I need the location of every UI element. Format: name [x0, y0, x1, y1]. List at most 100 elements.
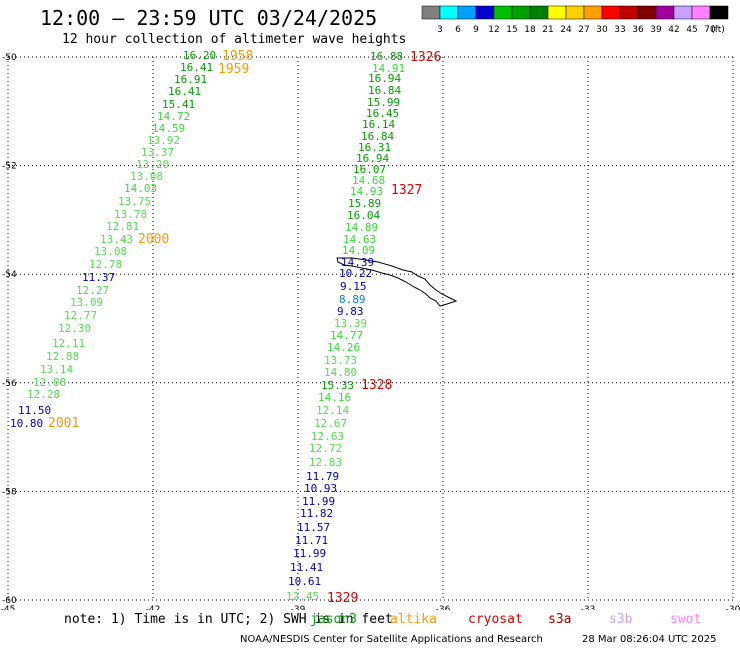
pass-time-label: 1326 — [410, 50, 441, 65]
wave-height-label: 12.30 — [58, 322, 91, 335]
wave-height-label: 15.89 — [348, 197, 381, 210]
colorbar-label: 6 — [455, 25, 461, 35]
wave-height-label: 11.79 — [306, 470, 339, 483]
wave-height-label: 9.83 — [337, 305, 364, 318]
wave-height-label: 15.99 — [367, 96, 400, 109]
pass-time-label: 1958 — [222, 49, 253, 64]
lon-tick-label: -36 — [436, 605, 451, 610]
lon-tick-label: -30 — [726, 605, 740, 610]
wave-height-label: 10.22 — [339, 267, 372, 280]
wave-height-label: 14.03 — [124, 182, 157, 195]
lat-tick-label: -54 — [2, 270, 17, 280]
wave-height-label: 14.26 — [327, 341, 360, 354]
wave-height-label: 12.27 — [76, 284, 109, 297]
wave-height-label: 12.63 — [311, 430, 344, 443]
page-title: 12:00 — 23:59 UTC 03/24/2025 — [40, 6, 378, 30]
south-georgia-coastline — [336, 257, 458, 307]
wave-height-label: 14.59 — [152, 122, 185, 135]
lon-tick-label: -33 — [581, 605, 596, 610]
wave-height-label: 16.94 — [368, 72, 401, 85]
wave-height-label: 10.61 — [288, 575, 321, 588]
left-track: 16.2016.4116.9116.4115.4114.7214.5913.92… — [10, 49, 216, 430]
legend-s3a: s3a — [548, 612, 572, 627]
wave-height-label: 11.82 — [300, 507, 333, 520]
wave-height-label: 13.73 — [324, 354, 357, 367]
colorbar-label: 21 — [542, 25, 553, 35]
wave-height-label: 14.77 — [330, 329, 363, 342]
lon-tick-label: -42 — [146, 605, 161, 610]
wave-height-label: 12.88 — [46, 350, 79, 363]
lat-tick-label: -52 — [2, 162, 17, 172]
wave-height-label: 16.07 — [353, 163, 386, 176]
colorbar-label: 36 — [632, 25, 644, 35]
wave-height-label: 11.37 — [82, 271, 115, 284]
legend-altika: altika — [390, 612, 437, 627]
wave-height-label: 16.88 — [370, 50, 403, 63]
wave-height-label: 13.92 — [147, 134, 180, 147]
wave-height-label: 8.89 — [339, 293, 366, 306]
wave-height-label: 16.31 — [358, 141, 391, 154]
wave-height-label: 13.37 — [141, 146, 174, 159]
wave-height-label: 13.14 — [40, 363, 73, 376]
colorbar-swatch — [709, 5, 729, 20]
lat-tick-label: -56 — [2, 379, 17, 389]
wave-height-label: 16.84 — [361, 130, 394, 143]
map-grid — [7, 56, 734, 601]
colorbar-label: 18 — [524, 25, 536, 35]
legend-swot: swot — [670, 612, 702, 627]
wave-height-label: 16.04 — [347, 209, 380, 222]
wave-height-label: 11.99 — [293, 547, 326, 560]
wave-height-label: 10.93 — [304, 482, 337, 495]
wave-height-label: 14.39 — [341, 256, 374, 269]
pass-time-label: 1328 — [361, 378, 392, 393]
pass-time-label: 1959 — [218, 62, 249, 77]
colorbar-label: 30 — [596, 25, 608, 35]
wave-height-label: 13.20 — [136, 158, 169, 171]
footer-note: note: 1) Time is in UTC; 2) SWH is in fe… — [64, 612, 393, 627]
wave-height-label: 13.08 — [94, 245, 127, 258]
lon-tick-label: -45 — [1, 605, 16, 610]
wave-height-label: 11.50 — [18, 404, 51, 417]
wave-height-label: 16.41 — [168, 85, 201, 98]
wave-height-label: 12.78 — [89, 258, 122, 271]
pass-time-label: 1327 — [391, 183, 422, 198]
wave-height-label: 11.57 — [297, 521, 330, 534]
wave-height-label: 14.72 — [157, 110, 190, 123]
legend-s3b: s3b — [609, 612, 633, 627]
colorbar-label: 9 — [473, 25, 479, 35]
lat-tick-label: -60 — [2, 596, 17, 606]
wave-height-label: 12.11 — [52, 337, 85, 350]
lat-tick-label: -58 — [2, 487, 17, 497]
pass-time-label: 2001 — [48, 416, 79, 431]
footer-date: 28 Mar 08:26:04 UTC 2025 — [582, 634, 717, 645]
colorbar-label: 33 — [614, 25, 625, 35]
colorbar-label: 3 — [437, 25, 443, 35]
lon-tick-label: -39 — [291, 605, 306, 610]
wave-height-label: 15.33 — [321, 379, 354, 392]
wave-height-label: 16.20 — [183, 49, 216, 62]
colorbar-label: 15 — [506, 25, 517, 35]
wave-height-label: 12.83 — [309, 456, 342, 469]
wave-height-label: 14.68 — [352, 174, 385, 187]
wave-height-label: 11.71 — [295, 534, 328, 547]
right-track: 16.8814.9116.9416.8415.9916.4516.1416.84… — [286, 50, 405, 603]
wave-height-label: 12.14 — [316, 404, 349, 417]
wave-height-label: 12.08 — [33, 376, 66, 389]
colorbar-label: 24 — [560, 25, 572, 35]
pass-time-label: 1329 — [327, 591, 358, 606]
wave-height-label: 10.80 — [10, 417, 43, 430]
wave-height-label: 13.75 — [118, 195, 151, 208]
wave-height-label: 14.09 — [342, 244, 375, 257]
wave-height-label: 12.81 — [106, 220, 139, 233]
lat-tick-label: -50 — [2, 53, 17, 63]
wave-height-label: 12.77 — [64, 309, 97, 322]
wave-height-label: 13.09 — [70, 296, 103, 309]
wave-height-label: 16.41 — [180, 61, 213, 74]
color-scale: 3 6 9 12 15 18 21 24 27 30 33 36 39 42 45 70(ft) — [421, 5, 729, 35]
colorbar-label: 12 — [488, 25, 499, 35]
colorbar-label: 45 — [686, 25, 697, 35]
wave-height-label: 12.67 — [314, 417, 347, 430]
wave-height-map: -50 -52 -54 -56 -58 -60-45 -42 -39 -36 -33 -30 16.2… — [1, 49, 740, 610]
wave-height-label: 14.91 — [372, 62, 405, 75]
wave-height-label: 11.41 — [290, 561, 323, 574]
